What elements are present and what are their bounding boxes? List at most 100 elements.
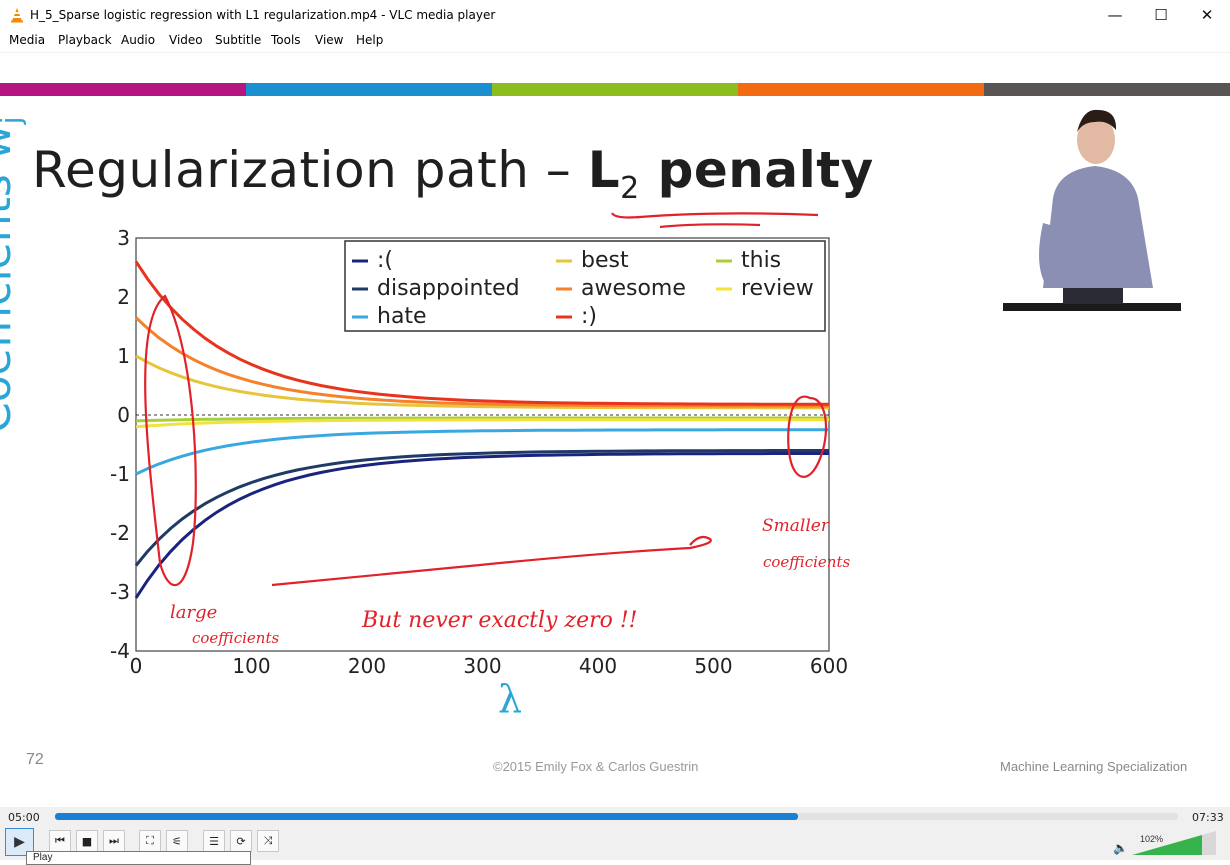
x-tick-label: 0 bbox=[130, 654, 143, 678]
plot-area bbox=[135, 237, 830, 652]
footer-specialization: Machine Learning Specialization bbox=[1000, 759, 1188, 774]
menu-audio[interactable]: Audio bbox=[121, 33, 156, 47]
legend-label: review bbox=[741, 276, 814, 301]
previous-button[interactable]: ⏮ bbox=[49, 830, 71, 852]
menu-bar: Media Playback Audio Video Subtitle Tool… bbox=[0, 30, 1230, 53]
menu-tools[interactable]: Tools bbox=[271, 33, 301, 47]
ellipse-right bbox=[787, 395, 828, 478]
minimize-button[interactable]: — bbox=[1107, 6, 1123, 24]
series-line bbox=[135, 354, 829, 410]
ellipse-left bbox=[144, 294, 197, 587]
stop-button[interactable]: ■ bbox=[76, 830, 98, 852]
playlist-icon: ☰ bbox=[209, 834, 219, 848]
seek-bar-progress bbox=[55, 813, 799, 820]
video-frame[interactable]: Regularization path – L2 penalty 3 2 1 0 -1-… bbox=[0, 53, 1230, 807]
legend-label: awesome bbox=[581, 276, 686, 301]
slide-color-bar-4 bbox=[738, 83, 984, 96]
annotation-smaller: Smaller bbox=[762, 516, 830, 536]
play-tooltip: Play bbox=[26, 851, 251, 865]
x-tick-label: 100 bbox=[232, 654, 270, 678]
slide-title: Regularization path – L2 penalty bbox=[32, 141, 874, 206]
x-tick-label: 400 bbox=[579, 654, 617, 678]
fullscreen-icon: ⛶ bbox=[146, 834, 154, 847]
y-tick-label: -2 bbox=[110, 521, 130, 545]
total-time: 07:33 bbox=[1192, 811, 1224, 824]
extended-settings-icon: ⚟ bbox=[172, 834, 182, 848]
loop-icon: ⟳ bbox=[236, 834, 246, 848]
annotation-never-zero: But never exactly zero !! bbox=[361, 608, 638, 633]
annotation-coefficients-right: coefficients bbox=[763, 553, 850, 571]
y-tick-label: -4 bbox=[110, 639, 130, 663]
slide-color-bar-2 bbox=[246, 83, 492, 96]
y-tick-label: 3 bbox=[117, 226, 130, 250]
play-button[interactable]: ▶ bbox=[5, 828, 34, 856]
annotation-large: large bbox=[170, 602, 217, 623]
vlc-cone-icon bbox=[11, 8, 23, 23]
shuffle-icon: ⤨ bbox=[263, 834, 273, 847]
slide-title-sub: 2 bbox=[620, 171, 640, 206]
arrow-line bbox=[271, 535, 712, 587]
fullscreen-button[interactable]: ⛶ bbox=[139, 830, 161, 852]
series-line bbox=[134, 449, 829, 567]
legend-label: :( bbox=[377, 248, 393, 273]
annotation-coefficients-left: coefficients bbox=[192, 629, 279, 647]
menu-video[interactable]: Video bbox=[169, 33, 203, 47]
slide-title-l: L bbox=[587, 141, 621, 199]
underline-penalty bbox=[611, 212, 819, 219]
series-line bbox=[135, 428, 829, 476]
slide-number: 72 bbox=[26, 751, 44, 768]
menu-playback[interactable]: Playback bbox=[58, 33, 112, 47]
player-controls: 05:00 07:33 ▶ ⏮ ■ ⏭ ⛶ ⚟ ☰ ⟳ ⤨ 🔈 102% Pla… bbox=[0, 807, 1230, 865]
slide-title-penalty: penalty bbox=[639, 141, 874, 199]
series-line bbox=[135, 418, 829, 429]
series-line bbox=[134, 260, 829, 406]
copyright-text: ©2015 Emily Fox & Carlos Guestrin bbox=[493, 759, 699, 774]
menu-help[interactable]: Help bbox=[356, 33, 384, 47]
y-axis-label: Coefficients ŵj bbox=[0, 116, 27, 433]
x-tick-label: 600 bbox=[810, 654, 848, 678]
slide-color-bar-1 bbox=[0, 83, 246, 96]
elapsed-time: 05:00 bbox=[8, 811, 40, 824]
legend-label: best bbox=[581, 248, 629, 273]
slide-color-bar-5 bbox=[984, 83, 1230, 96]
volume-slider[interactable] bbox=[1132, 831, 1216, 855]
seek-bar[interactable] bbox=[55, 813, 1178, 820]
volume-icon[interactable]: 🔈 bbox=[1113, 841, 1128, 855]
series-line bbox=[134, 316, 829, 408]
x-axis-label: λ bbox=[498, 677, 523, 721]
y-tick-label: -1 bbox=[110, 462, 130, 486]
volume-percentage: 102% bbox=[1140, 834, 1164, 844]
shuffle-button[interactable]: ⤨ bbox=[257, 830, 279, 852]
slide-title-main: Regularization path – bbox=[32, 141, 588, 199]
close-button[interactable]: ✕ bbox=[1200, 6, 1214, 24]
underline-penalty-2 bbox=[659, 223, 761, 229]
extended-settings-button[interactable]: ⚟ bbox=[166, 830, 188, 852]
stop-icon: ■ bbox=[81, 834, 93, 848]
previous-icon: ⏮ bbox=[55, 834, 65, 847]
series-line bbox=[135, 416, 829, 423]
window-title: H_5_Sparse logistic regression with L1 r… bbox=[30, 8, 496, 22]
menu-media[interactable]: Media bbox=[9, 33, 46, 47]
y-tick-label: 2 bbox=[117, 285, 130, 309]
maximize-button[interactable]: ☐ bbox=[1154, 6, 1168, 24]
menu-view[interactable]: View bbox=[315, 33, 344, 47]
y-tick-label: -3 bbox=[110, 580, 130, 604]
x-tick-label: 500 bbox=[694, 654, 732, 678]
legend-label: disappointed bbox=[377, 276, 520, 301]
legend-box bbox=[344, 240, 826, 332]
handwritten-annotations bbox=[144, 212, 828, 587]
legend-label: hate bbox=[377, 304, 427, 329]
play-icon: ▶ bbox=[14, 834, 25, 850]
next-button[interactable]: ⏭ bbox=[103, 830, 125, 852]
y-tick-label: 1 bbox=[117, 344, 130, 368]
playlist-button[interactable]: ☰ bbox=[203, 830, 225, 852]
title-bar: H_5_Sparse logistic regression with L1 r… bbox=[0, 0, 1230, 30]
presenter-video bbox=[1003, 108, 1181, 313]
legend-label: :) bbox=[581, 304, 597, 329]
x-tick-label: 200 bbox=[348, 654, 386, 678]
loop-button[interactable]: ⟳ bbox=[230, 830, 252, 852]
menu-subtitle[interactable]: Subtitle bbox=[215, 33, 262, 47]
y-tick-label: 0 bbox=[117, 403, 130, 427]
series-line bbox=[134, 452, 829, 599]
